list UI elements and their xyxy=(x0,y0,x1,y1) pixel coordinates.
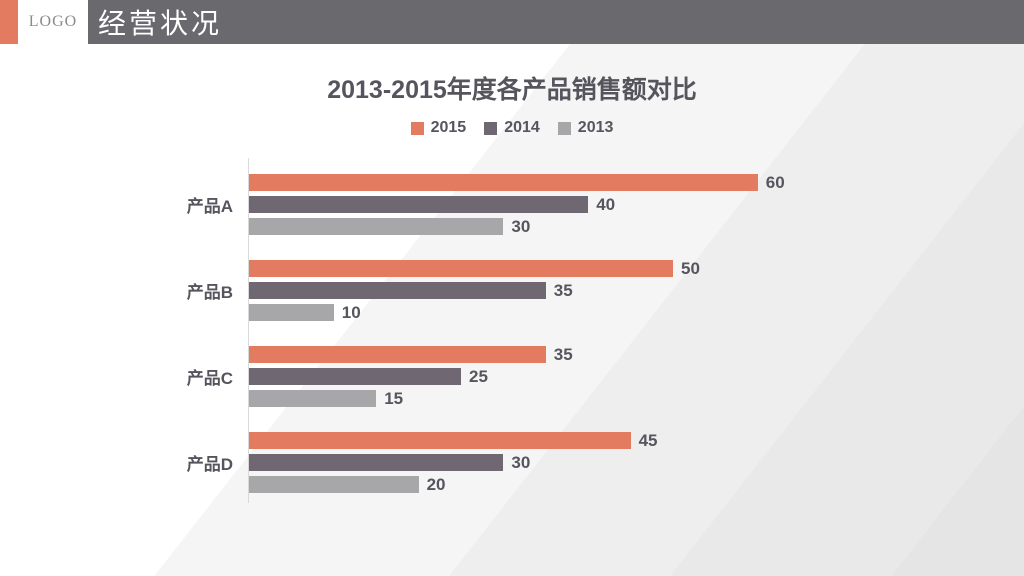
bar xyxy=(249,346,546,363)
bar xyxy=(249,282,546,299)
category-group: 产品B 50 35 10 xyxy=(0,258,1024,322)
page-title: 经营状况 xyxy=(98,9,223,40)
bar-row: 60 xyxy=(249,172,785,192)
legend-label: 2013 xyxy=(577,119,614,136)
header-title-bar: 经营状况 xyxy=(88,0,1024,44)
legend-swatch xyxy=(484,121,498,135)
bar-value-label: 35 xyxy=(553,344,573,364)
legend-label: 2014 xyxy=(504,119,540,136)
bar-value-label: 60 xyxy=(765,172,785,192)
bar-value-label: 45 xyxy=(638,430,658,450)
legend-swatch xyxy=(410,121,424,135)
bar-stack: 60 40 30 xyxy=(249,172,785,236)
legend-label: 2015 xyxy=(430,119,467,136)
category-label: 产品D xyxy=(186,455,233,474)
bar-value-label: 35 xyxy=(553,280,573,300)
legend-item: 2014 xyxy=(484,119,540,137)
bar-row: 15 xyxy=(249,388,573,408)
bar-stack: 35 25 15 xyxy=(249,344,573,408)
legend-item: 2013 xyxy=(557,119,614,137)
bar-row: 20 xyxy=(249,474,658,494)
chart-title: 2013-2015年度各产品销售额对比 xyxy=(327,76,697,104)
header: LOGO 经营状况 xyxy=(0,0,1024,44)
bar-chart-plot: 产品A 60 40 30 产品B 50 35 10 产品C 35 25 15 产品D 45 30 20 xyxy=(0,158,1024,494)
bar-row: 35 xyxy=(249,280,700,300)
bar xyxy=(249,174,758,191)
bar-row: 40 xyxy=(249,194,785,214)
bar-value-label: 50 xyxy=(681,258,700,278)
bar-row: 30 xyxy=(249,452,658,472)
bar xyxy=(249,476,419,493)
bar-row: 45 xyxy=(249,430,658,450)
bar-value-label: 25 xyxy=(469,366,488,386)
category-group: 产品A 60 40 30 xyxy=(0,172,1024,236)
category-label: 产品C xyxy=(186,369,233,388)
bar-row: 35 xyxy=(249,344,573,364)
category-group: 产品D 45 30 20 xyxy=(0,430,1024,494)
chart-axis-line xyxy=(248,158,249,503)
bar xyxy=(249,454,504,471)
bar xyxy=(249,368,461,385)
bar xyxy=(249,304,334,321)
category-group: 产品C 35 25 15 xyxy=(0,344,1024,408)
bar-value-label: 30 xyxy=(511,452,531,472)
bar-stack: 50 35 10 xyxy=(249,258,700,322)
legend-swatch xyxy=(557,121,571,135)
bar-value-label: 15 xyxy=(384,388,404,408)
bar xyxy=(249,260,673,277)
category-label: 产品A xyxy=(186,197,233,216)
bar-row: 30 xyxy=(249,216,785,236)
bar-value-label: 40 xyxy=(596,194,616,214)
bar xyxy=(249,196,589,213)
logo: LOGO xyxy=(18,0,88,44)
bar-stack: 45 30 20 xyxy=(249,430,658,494)
bar-row: 25 xyxy=(249,366,573,386)
logo-text: LOGO xyxy=(28,13,78,30)
bar-value-label: 20 xyxy=(426,474,446,494)
header-accent-bar xyxy=(0,0,18,44)
bar xyxy=(249,432,631,449)
category-label: 产品B xyxy=(186,283,233,302)
legend-item: 2015 xyxy=(410,119,467,137)
bar xyxy=(249,218,504,235)
legend: 2015 2014 2013 xyxy=(0,119,1024,137)
bar-row: 10 xyxy=(249,302,700,322)
bar-value-label: 30 xyxy=(511,216,531,236)
bar-value-label: 10 xyxy=(341,302,361,322)
bar xyxy=(249,390,377,407)
bar-row: 50 xyxy=(249,258,700,278)
